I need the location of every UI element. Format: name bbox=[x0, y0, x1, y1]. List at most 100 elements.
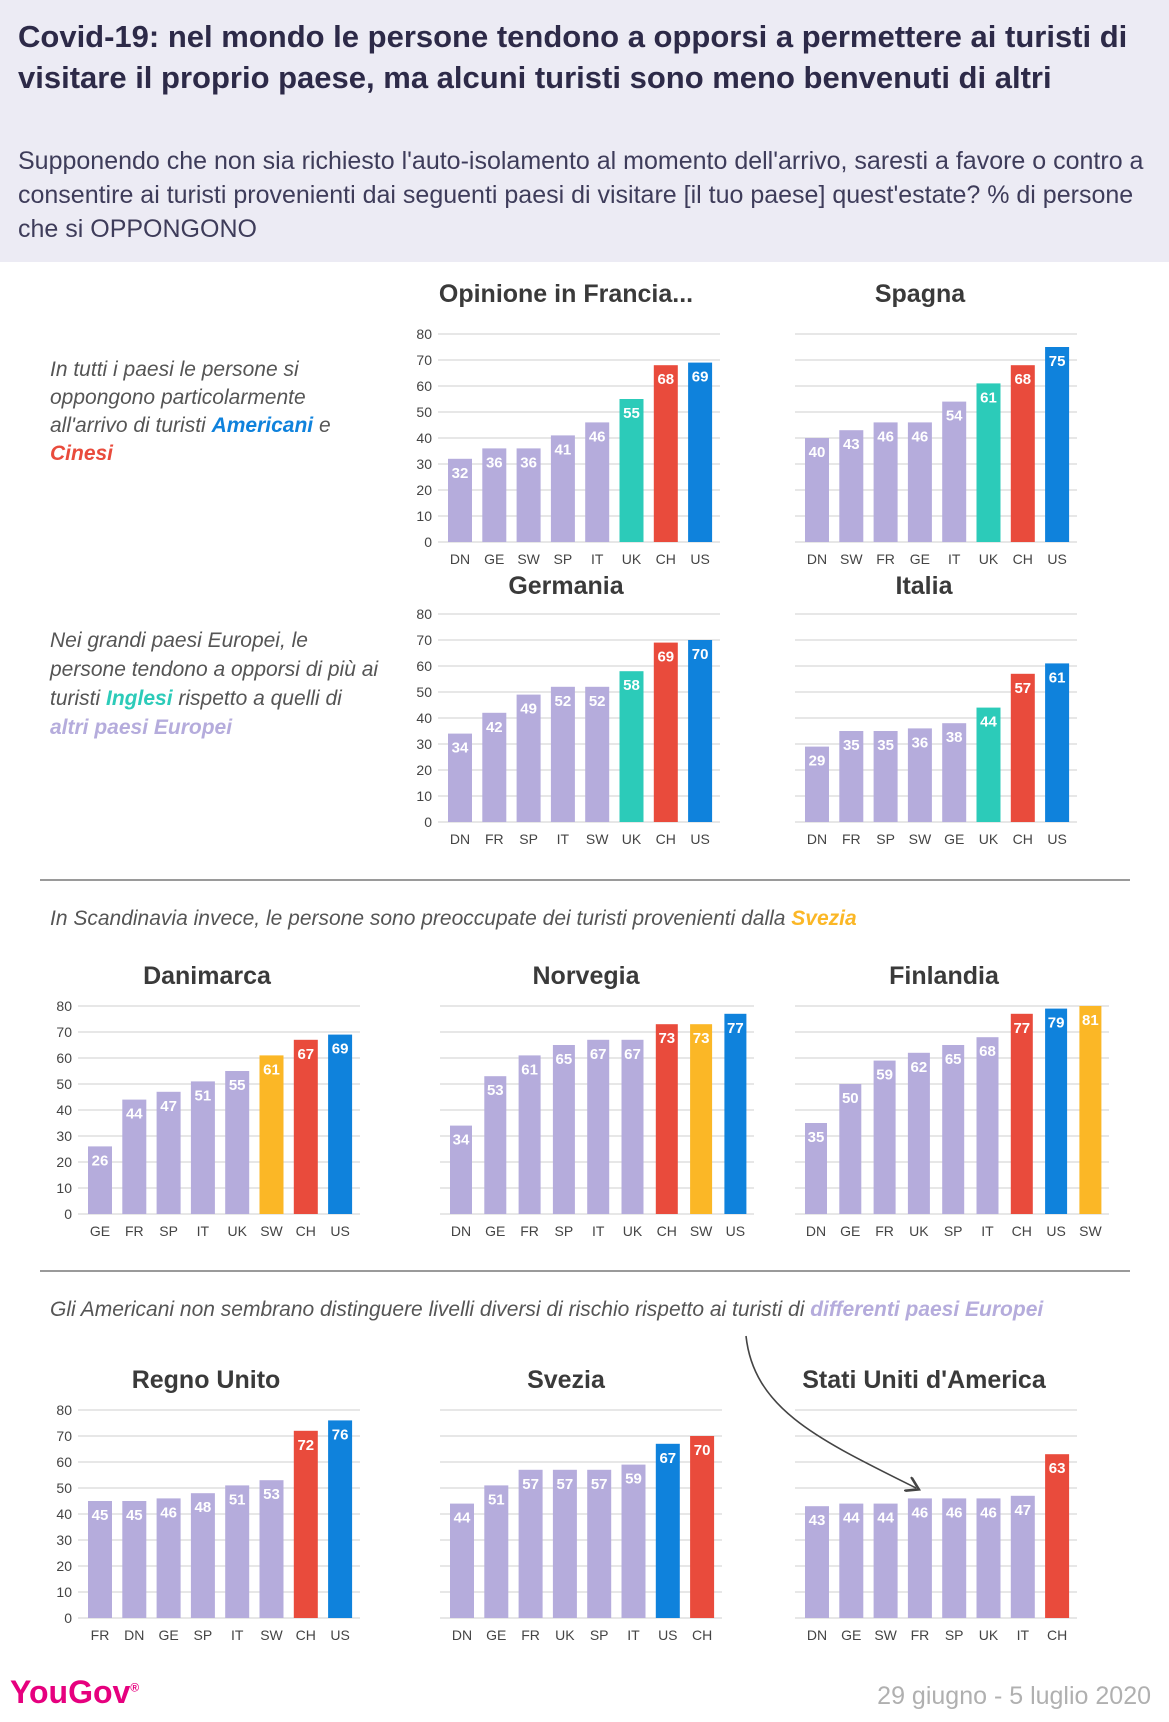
data-label: 41 bbox=[555, 441, 572, 458]
data-label: 45 bbox=[126, 1507, 143, 1524]
data-label: 43 bbox=[809, 1512, 826, 1529]
data-label: 34 bbox=[452, 740, 469, 757]
note4-highlight-europei: differenti paesi Europei bbox=[810, 1298, 1044, 1321]
note-americani-cinesi: In tutti i paesi le persone si oppongono… bbox=[50, 356, 380, 468]
data-label: 53 bbox=[487, 1082, 504, 1099]
chart-title: Regno Unito bbox=[132, 1366, 281, 1394]
bar-sw bbox=[259, 1480, 284, 1618]
bar-sw bbox=[690, 1024, 713, 1214]
category-label: UK bbox=[555, 1627, 575, 1643]
note2-text-c: rispetto a quelli di bbox=[172, 687, 342, 710]
data-label: 46 bbox=[877, 428, 894, 445]
bar-ge bbox=[482, 448, 507, 542]
chart-danimarca: Danimarca 0 10 20 30 40 50 60 70 80 26 GE 44 FR 47 SP 51… bbox=[56, 962, 360, 1239]
data-label: 38 bbox=[946, 729, 963, 746]
bar-uk bbox=[976, 707, 1001, 822]
data-label: 69 bbox=[657, 649, 674, 666]
data-label: 29 bbox=[809, 753, 826, 770]
bar-it bbox=[942, 401, 967, 542]
y-tick-label: 40 bbox=[416, 430, 432, 446]
note4-text-a: Gli Americani non sembrano distinguere l… bbox=[50, 1298, 811, 1321]
y-tick-label: 70 bbox=[56, 1428, 72, 1444]
category-label: DN bbox=[451, 1223, 471, 1239]
category-label: DN bbox=[450, 551, 470, 567]
bar-it bbox=[550, 686, 575, 822]
category-label: FR bbox=[875, 1223, 894, 1239]
category-label: SW bbox=[260, 1223, 283, 1239]
y-tick-label: 0 bbox=[424, 534, 432, 550]
note-inglesi: Nei grandi paesi Europei, le persone ten… bbox=[50, 626, 380, 742]
category-label: SW bbox=[260, 1627, 283, 1643]
bar-ge bbox=[88, 1146, 112, 1214]
chart-title: Svezia bbox=[527, 1366, 606, 1394]
data-label: 35 bbox=[877, 737, 894, 754]
category-label: SP bbox=[944, 1223, 963, 1239]
bar-us bbox=[688, 640, 713, 822]
category-label: DN bbox=[807, 1627, 827, 1643]
chart-stati-uniti: Stati Uniti d'America 43 DN 44 GE 44 SW 46 FR 46 S… bbox=[795, 1366, 1077, 1643]
y-tick-label: 0 bbox=[424, 814, 432, 830]
annotation-arrow bbox=[745, 1335, 940, 1530]
y-tick-label: 20 bbox=[56, 1558, 72, 1574]
y-tick-label: 60 bbox=[56, 1050, 72, 1066]
category-label: SW bbox=[690, 1223, 713, 1239]
data-label: 44 bbox=[980, 714, 997, 731]
category-label: SP bbox=[555, 1223, 574, 1239]
category-label: DN bbox=[450, 831, 470, 847]
bar-sp bbox=[516, 694, 541, 822]
category-label: UK bbox=[623, 1223, 643, 1239]
category-label: FR bbox=[485, 831, 504, 847]
category-label: DN bbox=[124, 1627, 144, 1643]
bar-ch bbox=[655, 1024, 678, 1214]
bar-fr bbox=[482, 712, 507, 822]
bar-dn bbox=[450, 1503, 474, 1618]
bar-ge bbox=[839, 1084, 862, 1214]
bar-fr bbox=[873, 1060, 896, 1214]
data-label: 44 bbox=[843, 1510, 860, 1527]
survey-dates: 29 giugno - 5 luglio 2020 bbox=[877, 1682, 1151, 1710]
chart-finlandia: Finlandia 35 DN 50 GE 59 FR 62 UK 65 SP 68 IT 77 CH 79 U… bbox=[795, 962, 1109, 1239]
bar-ge bbox=[907, 422, 932, 542]
bar-uk bbox=[907, 1052, 930, 1214]
page-subtitle: Supponendo che non sia richiesto l'auto-… bbox=[18, 147, 1144, 243]
bar-sw bbox=[259, 1055, 284, 1214]
bar-dn bbox=[805, 746, 829, 822]
bar-fr bbox=[907, 1498, 932, 1618]
category-label: FR bbox=[91, 1627, 110, 1643]
category-label: CH bbox=[656, 551, 676, 567]
bar-uk bbox=[619, 399, 644, 542]
category-label: CH bbox=[692, 1627, 712, 1643]
y-tick-label: 70 bbox=[56, 1024, 72, 1040]
data-label: 45 bbox=[92, 1507, 109, 1524]
bar-sp bbox=[156, 1091, 181, 1214]
category-label: GE bbox=[840, 1223, 860, 1239]
data-label: 79 bbox=[1048, 1015, 1065, 1032]
category-label: GE bbox=[944, 831, 964, 847]
category-label: FR bbox=[520, 1223, 539, 1239]
data-label: 68 bbox=[1014, 371, 1031, 388]
category-label: GE bbox=[484, 551, 504, 567]
category-label: IT bbox=[948, 551, 961, 567]
divider-1 bbox=[40, 879, 1130, 881]
data-label: 47 bbox=[1014, 1502, 1031, 1519]
category-label: IT bbox=[981, 1223, 994, 1239]
category-label: CH bbox=[656, 831, 676, 847]
bar-us bbox=[1045, 347, 1070, 542]
data-label: 62 bbox=[911, 1059, 928, 1076]
data-label: 26 bbox=[92, 1152, 109, 1169]
category-label: CH bbox=[1013, 551, 1033, 567]
chart-svezia: Svezia 44 DN 51 GE 57 FR 57 UK 57 SP 59 IT 67 US 70 CH bbox=[440, 1366, 722, 1643]
bar-ch bbox=[293, 1430, 318, 1618]
bar-dn bbox=[448, 733, 472, 822]
bar-it bbox=[1010, 1495, 1035, 1618]
category-label: FR bbox=[125, 1223, 144, 1239]
chart-germania: Germania 0 10 20 30 40 50 60 70 80 34 DN 42 FR 49 SP 52 I… bbox=[416, 572, 720, 847]
data-label: 70 bbox=[692, 646, 709, 663]
category-label: DN bbox=[807, 551, 827, 567]
note-americani-europei: Gli Americani non sembrano distinguere l… bbox=[50, 1296, 1050, 1324]
data-label: 72 bbox=[297, 1437, 314, 1454]
category-label: IT bbox=[627, 1627, 640, 1643]
bar-us bbox=[1045, 663, 1070, 822]
data-label: 81 bbox=[1082, 1012, 1099, 1029]
y-tick-label: 40 bbox=[416, 710, 432, 726]
